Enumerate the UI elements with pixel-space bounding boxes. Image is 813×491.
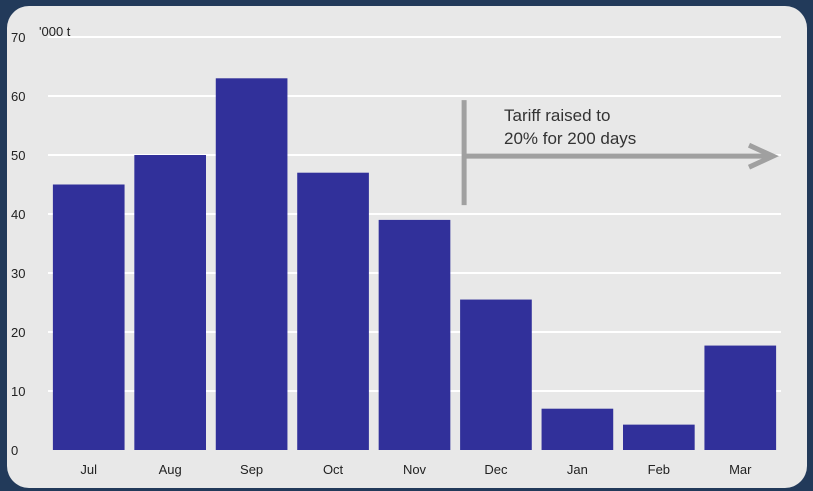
x-tick-label: Mar	[729, 462, 752, 477]
bar-jan	[541, 408, 614, 450]
y-tick-label: 60	[11, 89, 25, 104]
x-tick-label: Nov	[403, 462, 427, 477]
y-axis-ticks: 0 10 20 30 40 50 60 70	[11, 30, 25, 458]
bar-mar	[704, 345, 777, 450]
y-tick-label: 10	[11, 384, 25, 399]
y-tick-label: 0	[11, 443, 18, 458]
y-tick-label: 30	[11, 266, 25, 281]
bars	[52, 78, 777, 451]
y-tick-label: 70	[11, 30, 25, 45]
annotation-line-2: 20% for 200 days	[504, 129, 636, 148]
annotation-line-1: Tariff raised to	[504, 106, 610, 125]
x-tick-label: Jan	[567, 462, 588, 477]
bar-oct	[297, 172, 369, 450]
x-tick-label: Jul	[80, 462, 97, 477]
y-tick-label: 50	[11, 148, 25, 163]
y-tick-label: 20	[11, 325, 25, 340]
bar-aug	[134, 155, 207, 450]
x-tick-label: Feb	[648, 462, 670, 477]
bar-sep	[215, 78, 288, 451]
x-tick-label: Oct	[323, 462, 344, 477]
bar-nov	[378, 219, 451, 450]
x-tick-label: Sep	[240, 462, 263, 477]
x-axis-ticks: Jul Aug Sep Oct Nov Dec Jan Feb Mar	[80, 462, 752, 477]
bar-chart: 0 10 20 30 40 50 60 70 '000 t Jul Aug Sep Oct Nov De…	[11, 24, 781, 477]
bar-dec	[460, 299, 532, 450]
y-tick-label: 40	[11, 207, 25, 222]
bar-jul	[52, 184, 125, 450]
x-tick-label: Aug	[159, 462, 182, 477]
tariff-annotation: Tariff raised to 20% for 200 days	[461, 100, 780, 206]
chart-panel: 0 10 20 30 40 50 60 70 '000 t Jul Aug Sep Oct Nov De…	[7, 6, 807, 488]
x-tick-label: Dec	[484, 462, 508, 477]
unit-label: '000 t	[39, 24, 71, 39]
tariff-arrow-head	[747, 142, 780, 170]
bar-feb	[622, 424, 695, 450]
